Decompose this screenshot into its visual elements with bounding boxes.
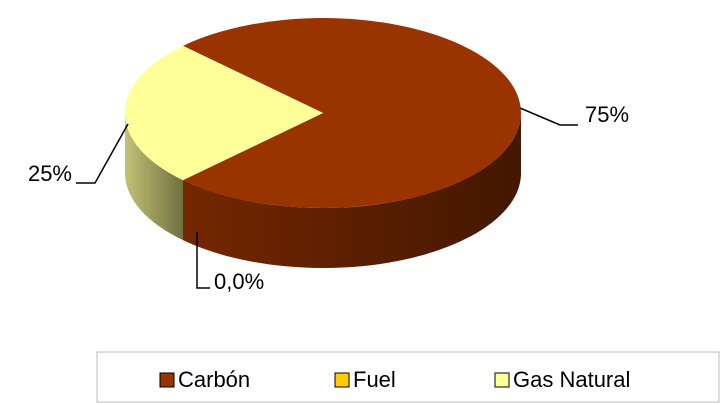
pie-slice (182, 17, 521, 208)
data-label: 75% (585, 102, 629, 127)
legend-label: Fuel (353, 367, 396, 392)
data-label: 25% (28, 161, 72, 186)
legend-box (96, 351, 720, 403)
pie-side-shade (182, 113, 521, 268)
legend-label: Carbón (178, 367, 250, 392)
leader-line (519, 107, 578, 126)
pie-side-shade (125, 113, 183, 241)
pie-slice (125, 45, 324, 181)
legend-swatch (334, 372, 350, 388)
leader-line (76, 123, 129, 184)
legend-label: Gas Natural (513, 367, 630, 392)
legend-swatch (159, 372, 175, 388)
legend-swatch (494, 372, 510, 388)
leader-line (196, 232, 210, 289)
data-label: 0,0% (214, 269, 264, 294)
